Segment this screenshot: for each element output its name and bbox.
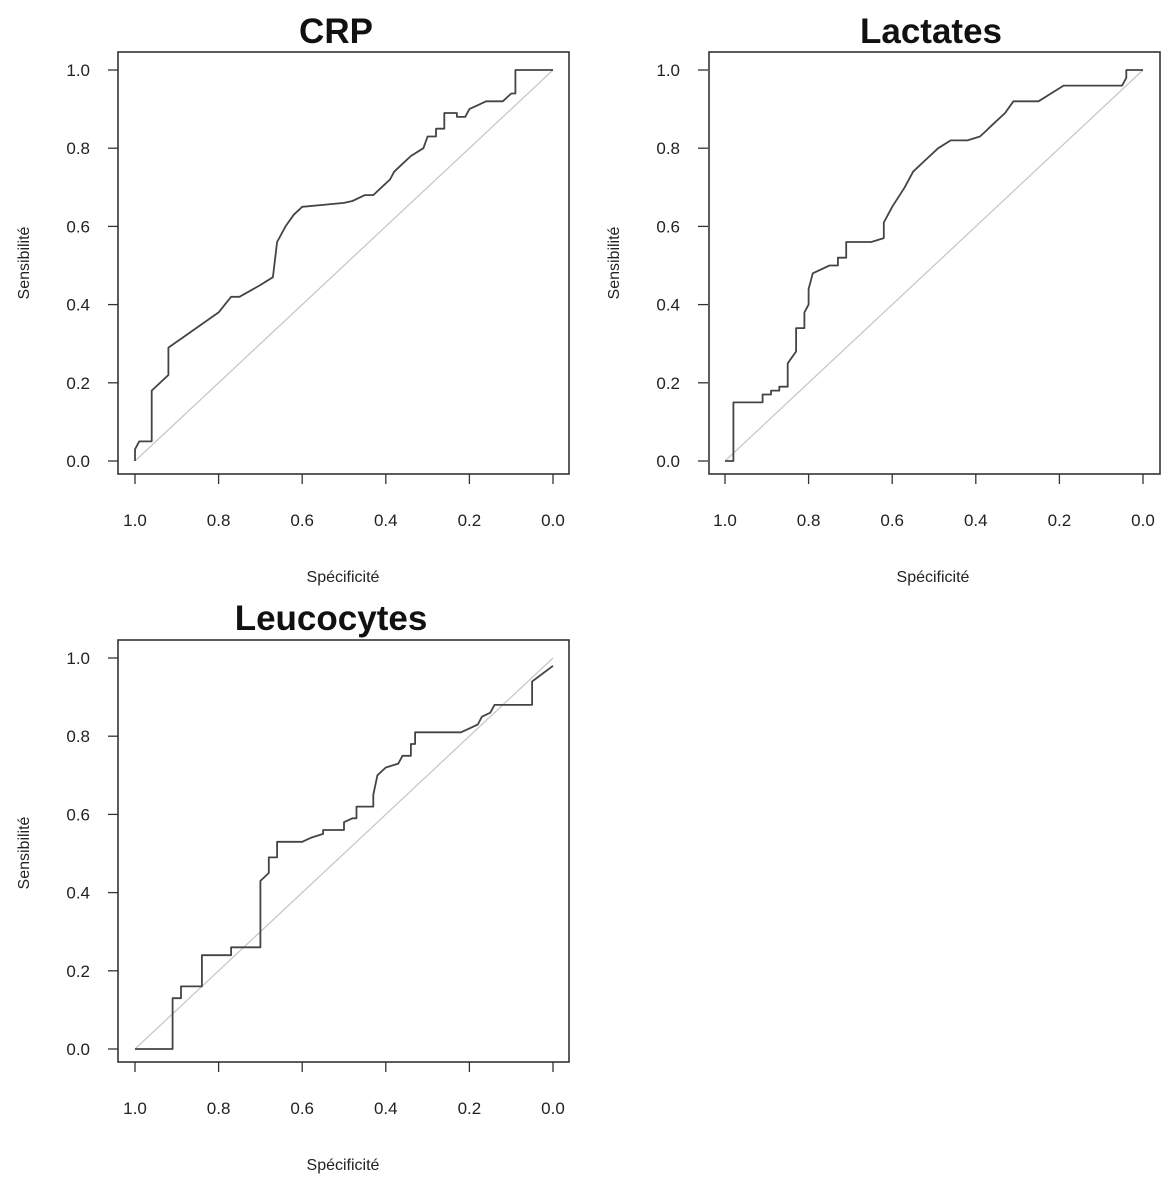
y-axis-label: Sensibilité xyxy=(606,226,623,299)
x-tick-label: 1.0 xyxy=(713,511,737,530)
y-axis-label: Sensibilité xyxy=(16,816,33,889)
chart-title: CRP xyxy=(299,12,373,51)
roc-curve xyxy=(134,69,553,461)
y-tick-label: 0.6 xyxy=(66,217,90,236)
y-tick-label: 1.0 xyxy=(66,649,90,668)
x-tick-label: 1.0 xyxy=(123,511,147,530)
x-tick-label: 0.0 xyxy=(1131,511,1155,530)
y-tick-label: 0.8 xyxy=(66,727,90,746)
x-tick-label: 0.4 xyxy=(374,1099,398,1118)
x-tick-label: 0.0 xyxy=(541,1099,565,1118)
y-tick-label: 0.8 xyxy=(656,139,680,158)
roc-chart-crp: CRP 1.0 0.8 0.6 0.4 0.2 0.00.00.20.40.60.81.0… xyxy=(16,12,570,586)
y-tick-label: 0.2 xyxy=(656,374,680,393)
y-tick-label: 0.6 xyxy=(656,217,680,236)
plot-frame xyxy=(117,639,570,1063)
roc-panel-lactates: Lactates 1.0 0.8 0.6 0.4 0.2 0.0 0.0 0.2 0.4 0.6 0… xyxy=(590,0,1176,590)
roc-chart-leucocytes: Leucocytes 1.0 0.8 0.6 0.4 0.2 0.0 0.0 0.2 0.4 0.… xyxy=(16,599,570,1174)
axes: 1.0 0.8 0.6 0.4 0.2 0.0 0.0 0.2 0.4 0.6 0.8 1.0 xyxy=(656,61,1154,530)
x-tick-label: 0.4 xyxy=(964,511,988,530)
x-tick-label: 0.6 xyxy=(290,511,314,530)
x-tick-label: 0.4 xyxy=(374,511,398,530)
x-tick-label: 0.6 xyxy=(290,1099,314,1118)
axes: 1.0 0.8 0.6 0.4 0.2 0.0 0.0 0.2 0.4 0.6 0.8 1.0 xyxy=(66,649,564,1118)
x-tick-label: 1.0 xyxy=(123,1099,147,1118)
y-tick-label: 1.0 xyxy=(66,61,90,80)
x-tick-label: 0.8 xyxy=(797,511,821,530)
y-tick-label: 0.6 xyxy=(66,805,90,824)
roc-curve xyxy=(725,69,1143,462)
roc-chart-lactates: Lactates 1.0 0.8 0.6 0.4 0.2 0.0 0.0 0.2 0.4 0.6 0… xyxy=(606,12,1161,586)
axes: 1.0 0.8 0.6 0.4 0.2 0.0 0.0 0.2 0.4 0.6 0.8 1.0 xyxy=(66,61,564,530)
x-tick-label: 0.6 xyxy=(880,511,904,530)
plot-frame xyxy=(117,51,570,475)
chart-title: Leucocytes xyxy=(235,599,428,638)
y-tick-label: 0.2 xyxy=(66,374,90,393)
reference-diagonal xyxy=(134,69,554,462)
x-tick-label: 0.2 xyxy=(458,1099,482,1118)
x-axis-label: Spécificité xyxy=(307,569,380,586)
y-tick-label: 0.0 xyxy=(656,452,680,471)
reference-diagonal xyxy=(724,69,1144,462)
reference-diagonal xyxy=(134,657,554,1050)
x-tick-label: 0.2 xyxy=(1048,511,1072,530)
y-tick-label: 0.0 xyxy=(66,452,90,471)
chart-title: Lactates xyxy=(860,12,1002,51)
roc-curve xyxy=(135,665,554,1050)
x-axis-label: Spécificité xyxy=(307,1157,380,1174)
x-tick-label: 0.8 xyxy=(207,511,231,530)
roc-panel-leucocytes: Leucocytes 1.0 0.8 0.6 0.4 0.2 0.0 0.0 0.2 0.4 0.… xyxy=(0,590,588,1180)
x-tick-label: 0.2 xyxy=(458,511,482,530)
x-tick-label: 0.8 xyxy=(207,1099,231,1118)
y-axis-label: Sensibilité xyxy=(16,226,33,299)
y-tick-label: 0.4 xyxy=(656,296,680,315)
y-tick-label: 0.4 xyxy=(66,884,90,903)
y-tick-label: 0.8 xyxy=(66,139,90,158)
x-axis-label: Spécificité xyxy=(897,569,970,586)
roc-panel-crp: CRP 1.0 0.8 0.6 0.4 0.2 0.0 0.0 0.2 0.4 0.6 0.8 1.0… xyxy=(0,0,588,590)
plot-frame xyxy=(708,51,1161,475)
y-tick-label: 0.2 xyxy=(66,962,90,981)
x-tick-label: 0.0 xyxy=(541,511,565,530)
y-tick-label: 0.4 xyxy=(66,296,90,315)
y-tick-label: 0.0 xyxy=(66,1040,90,1059)
y-tick-label: 1.0 xyxy=(656,61,680,80)
